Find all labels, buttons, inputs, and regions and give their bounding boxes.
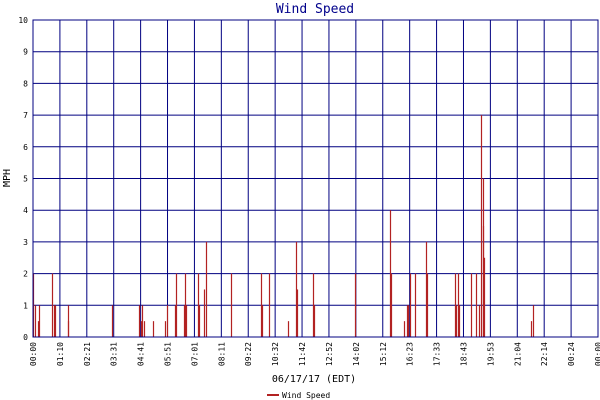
y-tick-label: 0 xyxy=(23,333,28,342)
x-tick-label: 01:10 xyxy=(56,342,65,366)
x-tick-label: 08:11 xyxy=(217,342,226,366)
x-tick-label: 03:31 xyxy=(110,342,119,366)
x-tick-label: 10:32 xyxy=(271,342,280,366)
y-tick-label: 7 xyxy=(23,111,28,120)
x-tick-label: 07:01 xyxy=(190,342,199,366)
x-tick-label: 00:00 xyxy=(29,342,38,366)
x-tick-label: 04:41 xyxy=(137,342,146,366)
y-tick-label: 2 xyxy=(23,270,28,279)
y-tick-label: 10 xyxy=(18,16,28,25)
x-tick-label: 18:43 xyxy=(459,342,468,366)
x-tick-label: 00:00 xyxy=(594,342,600,366)
y-tick-label: 5 xyxy=(23,175,28,184)
plot-grid xyxy=(33,20,598,337)
chart-legend: Wind Speed xyxy=(267,391,330,400)
chart-title: Wind Speed xyxy=(276,2,354,17)
y-axis-label: MPH xyxy=(2,169,13,187)
x-tick-label: 14:02 xyxy=(352,342,361,366)
y-tick-label: 9 xyxy=(23,48,28,57)
x-tick-label: 22:14 xyxy=(540,342,549,366)
legend-label-wind-speed: Wind Speed xyxy=(282,391,330,400)
y-tick-label: 6 xyxy=(23,143,28,152)
x-tick-label: 12:52 xyxy=(325,342,334,366)
x-tick-label: 02:21 xyxy=(83,342,92,366)
y-tick-label: 3 xyxy=(23,238,28,247)
x-tick-label: 16:23 xyxy=(406,342,415,366)
x-tick-label: 15:12 xyxy=(379,342,388,366)
x-tick-label: 00:24 xyxy=(567,342,576,366)
x-tick-label: 09:22 xyxy=(244,342,253,366)
x-axis-ticks: 00:00 01:10 02:21 03:31 04:41 05:51 07:01 08:11… xyxy=(29,342,600,366)
x-tick-label: 05:51 xyxy=(164,342,173,366)
y-tick-label: 8 xyxy=(23,79,28,88)
x-axis-label: 06/17/17 (EDT) xyxy=(272,374,356,385)
y-tick-label: 1 xyxy=(23,301,28,310)
wind-speed-series xyxy=(32,115,535,337)
y-axis-ticks: 0 1 2 3 4 5 6 7 8 9 10 xyxy=(18,16,28,342)
x-tick-label: 19:53 xyxy=(486,342,495,366)
x-tick-label: 11:42 xyxy=(298,342,307,366)
x-tick-label: 21:04 xyxy=(513,342,522,366)
plot-frame xyxy=(32,19,599,338)
x-tick-label: 17:33 xyxy=(433,342,442,366)
y-tick-label: 4 xyxy=(23,206,28,215)
